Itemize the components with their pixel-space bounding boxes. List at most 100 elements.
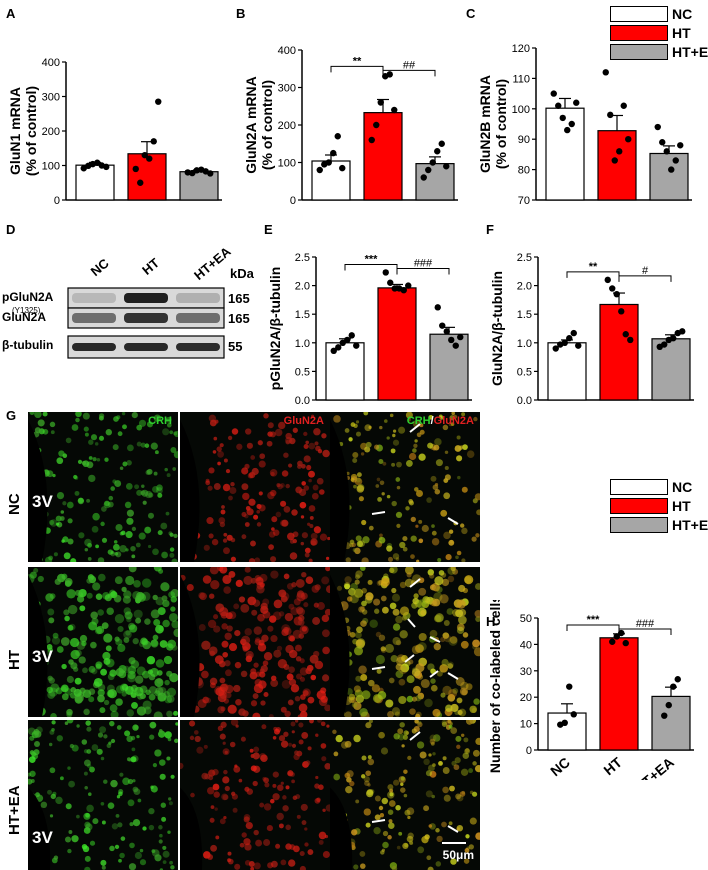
micrograph-cell [383,831,388,836]
micrograph-cell [247,597,256,606]
micrograph-cell [199,592,207,600]
micrograph-cell [136,543,141,548]
micrograph-cell [148,808,154,814]
micrograph-cell [258,440,263,445]
micrograph-cell [88,792,92,796]
micrograph-cell [164,680,169,685]
micrograph-cell [71,650,80,659]
micrograph-cell [124,730,130,736]
micrograph-cell [108,549,114,555]
micrograph-cell [361,774,365,778]
micrograph-cell [298,619,305,626]
micrograph-cell [323,851,330,858]
micrograph-cell [272,793,279,800]
micrograph-cell [127,709,135,717]
chart-c-ytick-label: 100 [512,104,530,116]
micrograph-cell [118,859,122,863]
micrograph-htea-red [180,720,330,870]
micrograph-cell [382,607,389,614]
micrograph-cell [259,453,265,459]
micrograph-cell [98,732,103,737]
micrograph-cell [445,451,448,454]
micrograph-cell [122,778,130,786]
micrograph-cell [115,698,123,706]
micrograph-cell [446,554,452,560]
micrograph-cell [442,720,447,725]
chart-h-ytick-label: 10 [520,719,532,731]
micrograph-cell [430,739,436,745]
micrograph-cell [321,433,326,438]
micrograph-cell [97,609,104,616]
micrograph-cell [305,441,309,445]
micrograph-cell [393,429,396,432]
micrograph-cell [47,790,52,795]
micrograph-cell [443,532,450,539]
micrograph-cell [70,662,77,669]
blot-kda-value: 165 [228,311,250,326]
micrograph-cell [66,438,72,444]
colocalization-arrow [372,820,385,822]
micrograph-cell [134,610,143,619]
micrograph-cell [131,660,139,668]
micrograph-cell [311,540,316,545]
micrograph-cell [128,799,135,806]
micrograph-cell [407,675,415,683]
micrograph-cell [143,501,147,505]
micrograph-cell [56,457,63,464]
micrograph-cell [38,576,44,582]
chart-b-point [387,71,393,77]
micrograph-cell [375,814,381,820]
micrograph-cell [161,552,168,559]
micrograph-cell [431,476,437,482]
micrograph-cell [402,615,407,620]
micrograph-cell [457,600,466,609]
micrograph-cell [435,828,440,833]
micrograph-cell [174,739,178,743]
micrograph-cell [100,522,104,526]
micrograph-cell [92,513,100,521]
micrograph-cell [75,491,80,496]
micrograph-cell [209,646,218,655]
micrograph-cell [143,700,152,709]
micrograph-cell [140,849,143,852]
micrograph-cell [93,457,97,461]
micrograph-cell [240,604,249,613]
micrograph-cell [103,734,107,738]
micrograph-cell [257,522,261,526]
micrograph-cell [422,525,429,532]
micrograph-cell [154,690,160,696]
micrograph-cell [87,593,93,599]
micrograph-cell [34,741,40,747]
micrograph-cell [222,652,228,658]
micrograph-cell [463,632,469,638]
micrograph-cell [288,743,292,747]
micrograph-cell [254,557,260,562]
micrograph-row-label-ht: HT [6,650,23,670]
micrograph-cell [332,730,336,734]
micrograph-cell [260,754,268,762]
micrograph-cell [82,739,88,745]
micrograph-cell [160,774,166,780]
micrograph-cell [444,795,451,802]
micrograph-cell [203,575,212,584]
micrograph-cell [74,689,82,697]
chart-h-ytick-label: 30 [520,666,532,678]
micrograph-cell [130,546,135,551]
micrograph-cell [127,671,135,679]
micrograph-cell [223,484,230,491]
micrograph-cell [445,466,449,470]
micrograph-cell [388,822,394,828]
micrograph-cell [357,472,362,477]
micrograph-cell [407,816,410,819]
micrograph-cell [458,616,467,625]
micrograph-cell [299,739,304,744]
micrograph-cell [66,803,72,809]
micrograph-cell [119,545,126,552]
micrograph-cell [84,427,89,432]
micrograph-cell [263,839,270,846]
micrograph-cell [390,414,394,418]
micrograph-cell [83,413,90,420]
micrograph-texture [28,412,178,562]
third-ventricle-region [330,420,350,563]
micrograph-cell [373,827,380,834]
